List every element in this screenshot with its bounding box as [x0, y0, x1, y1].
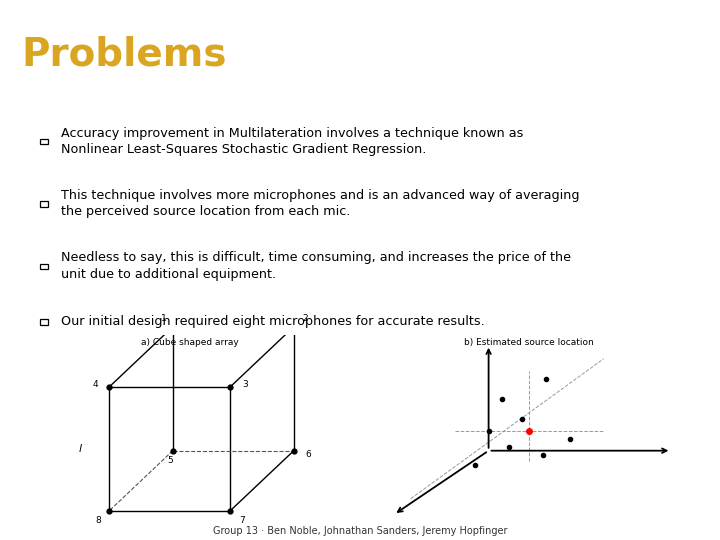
- Text: Needless to say, this is difficult, time consuming, and increases the price of t: Needless to say, this is difficult, time…: [61, 251, 571, 281]
- Text: 1: 1: [161, 314, 167, 323]
- Text: Group 13 · Ben Noble, Johnathan Sanders, Jeremy Hopfinger: Group 13 · Ben Noble, Johnathan Sanders,…: [212, 525, 508, 536]
- Bar: [40, 319, 48, 325]
- Text: 3: 3: [242, 380, 248, 389]
- Bar: [40, 201, 48, 206]
- Text: 2: 2: [302, 314, 308, 323]
- Text: b) Estimated source location: b) Estimated source location: [464, 338, 594, 347]
- Text: 4: 4: [92, 380, 98, 389]
- Text: l: l: [79, 444, 82, 454]
- Bar: [40, 139, 48, 144]
- Text: Problems: Problems: [22, 36, 227, 74]
- Text: 6: 6: [305, 450, 311, 459]
- Text: 7: 7: [239, 516, 245, 525]
- Text: 5: 5: [167, 456, 173, 465]
- Text: 8: 8: [95, 516, 101, 525]
- Text: a) Cube shaped array: a) Cube shaped array: [141, 338, 239, 347]
- Text: This technique involves more microphones and is an advanced way of averaging
the: This technique involves more microphones…: [61, 189, 580, 218]
- Bar: [40, 264, 48, 269]
- Text: Accuracy improvement in Multilateration involves a technique known as
Nonlinear : Accuracy improvement in Multilateration …: [61, 126, 523, 156]
- Text: Our initial design required eight microphones for accurate results.: Our initial design required eight microp…: [61, 315, 485, 328]
